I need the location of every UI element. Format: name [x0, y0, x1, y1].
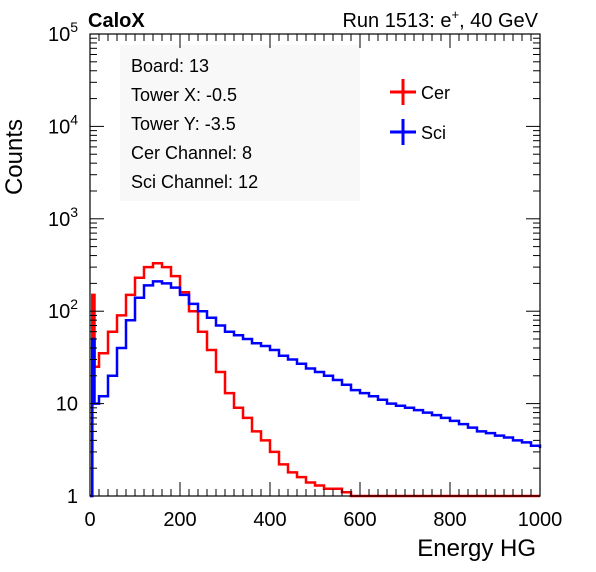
info-sci-channel: Sci Channel: 12 — [131, 172, 258, 192]
legend-entry-sci: Sci — [390, 119, 446, 145]
y-tick-label: 103 — [48, 204, 78, 231]
x-tick-label: 0 — [84, 509, 95, 531]
legend: Cer Sci — [390, 79, 450, 145]
series-line-sci — [90, 280, 542, 498]
run-info-sup: + — [451, 7, 459, 22]
legend-cer-label: Cer — [421, 83, 450, 103]
info-tower-y: Tower Y: -3.5 — [131, 114, 236, 134]
legend-entry-cer: Cer — [390, 79, 450, 105]
y-tick-label-exponent: 2 — [70, 296, 78, 312]
info-box-background — [120, 45, 360, 201]
y-tick-label: 102 — [48, 296, 78, 323]
run-info: Run 1513: e+, 40 GeV — [342, 7, 538, 32]
y-tick-label-exponent: 5 — [70, 19, 78, 35]
info-cer-channel: Cer Channel: 8 — [131, 143, 252, 163]
y-tick-label-base: 10 — [48, 209, 70, 231]
y-tick-label-base: 10 — [48, 24, 70, 46]
info-box: Board: 13 Tower X: -0.5 Tower Y: -3.5 Ce… — [120, 45, 360, 201]
x-tick-label: 800 — [433, 509, 466, 531]
x-tick-label: 400 — [253, 509, 286, 531]
y-tick-label: 10 — [56, 394, 78, 416]
x-axis-label: Energy HG — [417, 535, 536, 562]
run-info-suffix: , 40 GeV — [459, 10, 539, 32]
info-tower-x: Tower X: -0.5 — [131, 85, 237, 105]
y-tick-label: 1 — [67, 486, 78, 508]
calox-label: CaloX — [88, 10, 145, 32]
y-axis-label: Counts — [1, 119, 28, 195]
y-tick-label-base: 10 — [48, 116, 70, 138]
y-tick-label-exponent: 3 — [70, 204, 78, 220]
x-tick-label: 200 — [163, 509, 196, 531]
run-info-prefix: Run 1513: e — [342, 10, 451, 32]
legend-sci-label: Sci — [421, 123, 446, 143]
y-tick-label-base: 10 — [48, 301, 70, 323]
x-tick-label: 600 — [343, 509, 376, 531]
y-tick-label: 104 — [48, 111, 78, 138]
x-tick-label: 1000 — [518, 509, 563, 531]
y-tick-label: 105 — [48, 19, 78, 46]
info-board: Board: 13 — [131, 56, 209, 76]
y-tick-label-exponent: 4 — [70, 111, 78, 127]
